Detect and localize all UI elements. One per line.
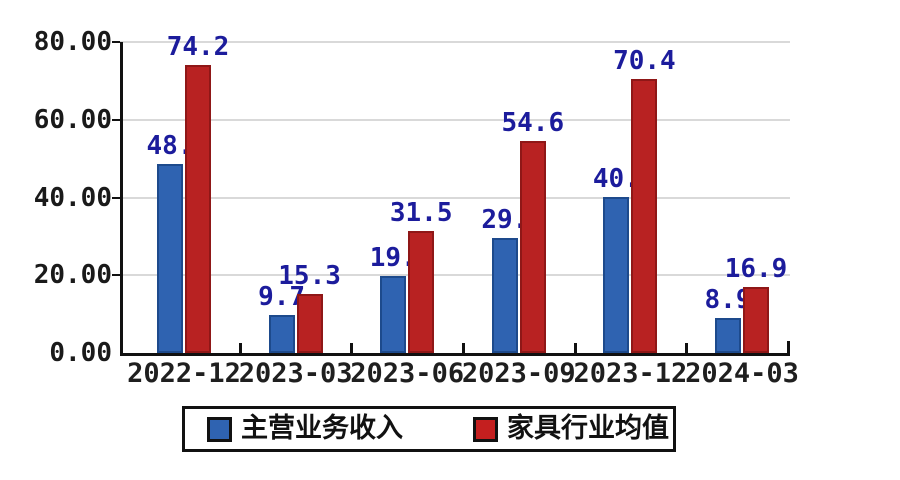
gridline xyxy=(120,118,790,121)
y-tick-label: 0.00 xyxy=(49,338,112,368)
y-tick-label: 40.00 xyxy=(33,182,112,213)
x-tick-label: 2023-12 xyxy=(573,358,688,389)
legend-item-main-business-revenue: 主营业务收入 xyxy=(207,415,403,443)
bar-main-business-revenue-2022-12 xyxy=(157,164,183,353)
y-tick-label: 60.00 xyxy=(33,104,112,135)
gridline xyxy=(120,41,790,43)
x-tick-label: 2023-03 xyxy=(238,358,353,389)
x-tick-label: 2022-12 xyxy=(127,358,241,389)
blue-series-swatch-icon xyxy=(207,416,232,442)
x-axis-tick xyxy=(462,343,465,353)
gridline xyxy=(120,274,790,277)
bar-furniture-industry-average-2023-09 xyxy=(519,140,546,353)
y-tick-label: 80.00 xyxy=(33,27,112,57)
y-axis-tick xyxy=(112,274,120,277)
legend: 主营业务收入 家具行业均值 xyxy=(182,406,676,452)
legend-label: 主营业务收入 xyxy=(241,413,403,444)
bar-furniture-industry-average-2024-03 xyxy=(743,287,769,353)
bar-main-business-revenue-2023-12 xyxy=(603,196,630,353)
x-axis-tick xyxy=(685,343,689,353)
x-axis xyxy=(120,353,790,356)
y-tick-label: 20.00 xyxy=(33,260,112,291)
bar-main-business-revenue-2024-03 xyxy=(715,318,741,353)
bar-main-business-revenue-2023-09 xyxy=(491,238,518,353)
red-series-swatch-icon xyxy=(473,416,498,442)
x-tick-label: 2023-09 xyxy=(461,358,576,389)
gridline xyxy=(120,196,790,199)
bar-main-business-revenue-2023-03 xyxy=(268,315,295,353)
value-label-furniture-industry-average-2022-12: 74.2 xyxy=(166,31,230,62)
x-axis-tick xyxy=(238,343,242,353)
y-axis-tick xyxy=(112,41,120,43)
bar-furniture-industry-average-2023-03 xyxy=(296,293,323,353)
y-axis-tick xyxy=(112,118,120,121)
value-label-furniture-industry-average-2024-03: 16.9 xyxy=(724,254,788,285)
value-label-furniture-industry-average-2023-06: 31.5 xyxy=(389,197,453,228)
value-label-furniture-industry-average-2023-12: 70.4 xyxy=(613,46,676,77)
legend-item-furniture-industry-average: 家具行业均值 xyxy=(473,415,669,443)
value-label-furniture-industry-average-2023-03: 15.3 xyxy=(278,260,341,291)
x-axis-tick xyxy=(350,343,354,353)
legend-label: 家具行业均值 xyxy=(507,413,669,444)
y-axis-tick xyxy=(112,196,120,199)
bar-furniture-industry-average-2022-12 xyxy=(185,64,211,353)
x-axis-end-tick xyxy=(787,341,790,355)
bar-furniture-industry-average-2023-12 xyxy=(631,79,658,353)
x-tick-label: 2023-06 xyxy=(350,358,465,389)
y-axis xyxy=(120,42,123,356)
bar-main-business-revenue-2023-06 xyxy=(380,276,407,353)
value-label-furniture-industry-average-2023-09: 54.6 xyxy=(501,107,565,138)
x-tick-label: 2024-03 xyxy=(685,358,799,389)
bar-furniture-industry-average-2023-06 xyxy=(408,230,435,353)
x-axis-tick xyxy=(573,343,577,353)
